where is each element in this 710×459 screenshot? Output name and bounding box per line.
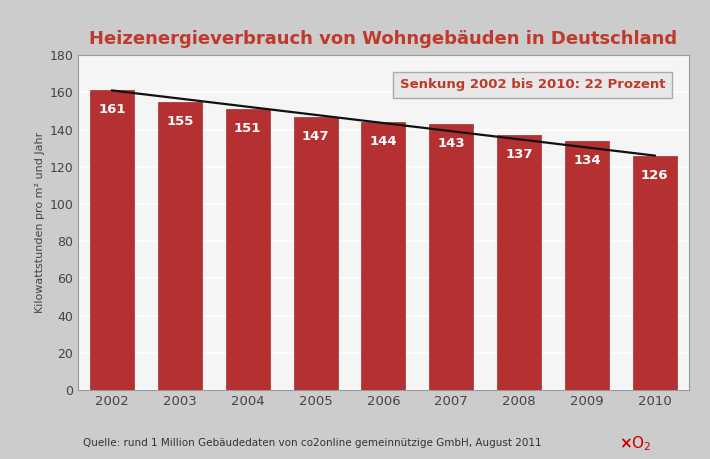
Title: Heizenergieverbrauch von Wohngebäuden in Deutschland: Heizenergieverbrauch von Wohngebäuden in… (89, 30, 677, 48)
Text: 144: 144 (370, 135, 397, 148)
Text: 151: 151 (234, 122, 261, 135)
Bar (293, 117, 338, 390)
Bar (361, 122, 405, 390)
Text: 137: 137 (506, 148, 532, 161)
Text: 134: 134 (573, 154, 601, 167)
Bar (565, 141, 609, 390)
Bar (90, 90, 134, 390)
Text: 126: 126 (641, 168, 669, 182)
Text: Quelle: rund 1 Million Gebäudedaten von co2online gemeinnützige GmbH, August 201: Quelle: rund 1 Million Gebäudedaten von … (83, 437, 542, 448)
Bar (497, 135, 541, 390)
Bar (226, 109, 270, 390)
Y-axis label: Kilowattstunden pro m² und Jahr: Kilowattstunden pro m² und Jahr (36, 132, 45, 313)
Text: 147: 147 (302, 129, 329, 143)
Text: Senkung 2002 bis 2010: 22 Prozent: Senkung 2002 bis 2010: 22 Prozent (400, 78, 665, 91)
Text: $\mathbf{{\times}}$O$_2$: $\mathbf{{\times}}$O$_2$ (619, 435, 652, 453)
Bar (429, 124, 474, 390)
Bar (633, 156, 677, 390)
Text: 155: 155 (166, 115, 194, 128)
Text: 161: 161 (98, 103, 126, 117)
Bar (158, 101, 202, 390)
Text: 143: 143 (437, 137, 465, 150)
